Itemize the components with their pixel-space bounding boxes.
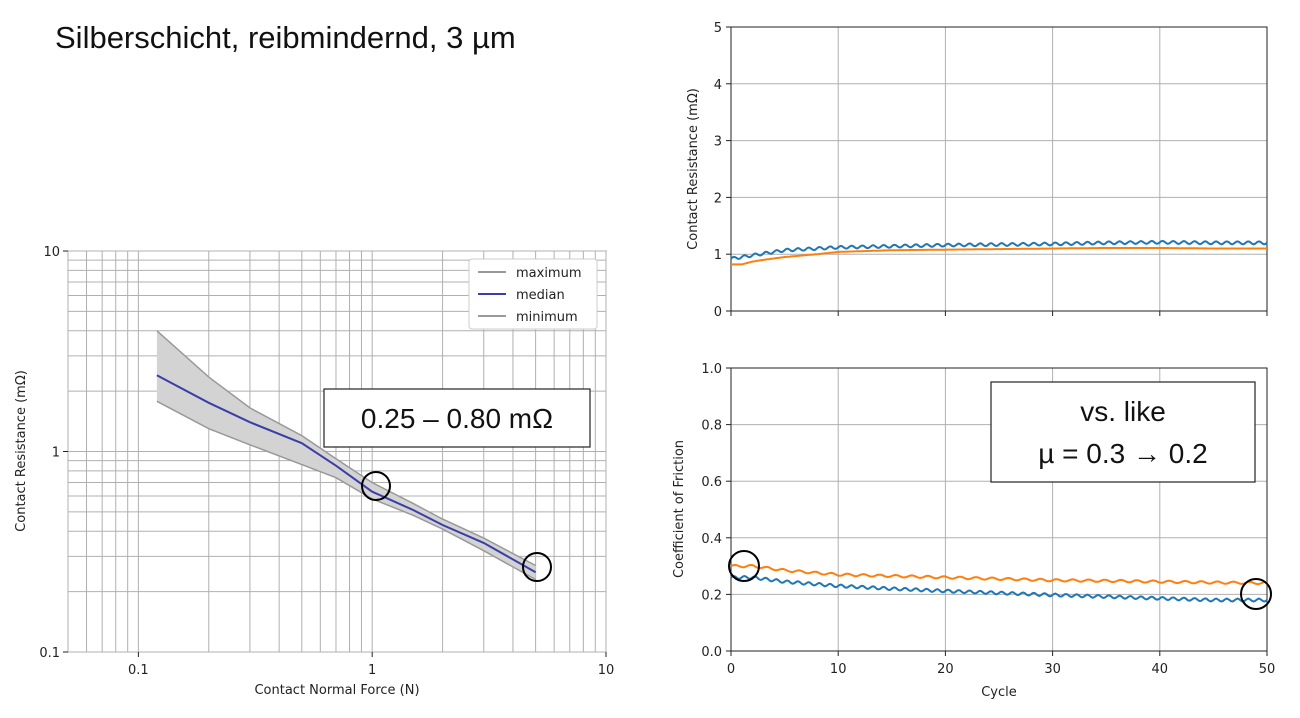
series-line-minimum xyxy=(156,400,536,581)
highlight-circle-1n xyxy=(361,471,391,501)
x-tick-label: 10 xyxy=(598,663,615,678)
series-line-maximum xyxy=(156,330,536,567)
y-tick-label: 1 xyxy=(52,446,60,461)
y-tick-label: 0 xyxy=(714,305,722,320)
y-tick-label: 0.0 xyxy=(701,645,722,660)
y-tick-label: 5 xyxy=(714,21,722,36)
x-tick-label: 40 xyxy=(1152,662,1169,677)
callout-box-right xyxy=(990,381,1256,483)
highlight-circle-end xyxy=(1240,578,1272,610)
x-tick-label: 0.1 xyxy=(128,663,149,678)
y-tick-label: 1.0 xyxy=(701,362,722,377)
chart-contact-resistance-vs-force: 0.1 1 10 0.1 1 10 Contact Normal Force (N) C… xyxy=(14,245,614,698)
y-tick-label: 10 xyxy=(43,245,60,260)
y-axis-label-left: Contact Resistance (mΩ) xyxy=(14,370,29,532)
series-line-orange-friction xyxy=(730,563,1268,586)
plot-frame-top-right xyxy=(730,26,1268,312)
y-tick-label: 0.4 xyxy=(701,532,722,547)
y-tick-labels-bottom-right: 0.0 0.2 0.4 0.6 0.8 1.0 xyxy=(701,362,731,660)
y-tick-label: 0.1 xyxy=(39,646,60,661)
x-tick-label: 20 xyxy=(937,662,954,677)
y-tick-label: 3 xyxy=(714,135,722,150)
y-tick-label: 0.6 xyxy=(701,475,722,490)
y-tick-label: 2 xyxy=(714,191,722,206)
grid-top-right xyxy=(730,26,1268,312)
y-tick-labels-left: 0.1 1 10 xyxy=(39,245,68,661)
x-tick-labels-bottom-right: 0 10 20 30 40 50 xyxy=(727,651,1275,677)
series-line-blue-friction xyxy=(730,574,1268,603)
x-tick-marks-top-right xyxy=(730,311,1268,316)
legend-label-median: median xyxy=(516,288,565,303)
series-line-orange-resistance xyxy=(731,247,1267,266)
legend-box xyxy=(468,258,598,330)
y-tick-label: 1 xyxy=(714,248,722,263)
y-tick-labels-top-right: 0 1 2 3 4 5 xyxy=(714,21,731,320)
y-axis-label-top-right: Contact Resistance (mΩ) xyxy=(686,88,701,250)
legend: maximum median minimum xyxy=(468,258,598,330)
callout-resistance-range: 0.25 – 0.80 mΩ xyxy=(323,388,591,448)
x-axis-label-bottom-right: Cycle xyxy=(981,685,1017,700)
callout-box-left xyxy=(323,388,591,448)
x-tick-label: 1 xyxy=(368,663,376,678)
x-tick-label: 10 xyxy=(830,662,847,677)
x-tick-label: 0 xyxy=(727,662,735,677)
min-max-band xyxy=(156,330,536,580)
series-line-median xyxy=(156,374,537,574)
x-tick-labels-left: 0.1 1 10 xyxy=(128,652,614,678)
y-axis-label-bottom-right: Coefficient of Friction xyxy=(672,440,687,578)
highlight-circle-start xyxy=(728,550,760,582)
x-tick-label: 30 xyxy=(1044,662,1061,677)
y-tick-label: 0.8 xyxy=(701,419,722,434)
chart-contact-resistance-vs-cycle: 0 1 2 3 4 5 Contact Resistance (mΩ) xyxy=(686,21,1268,320)
slide-title: Silberschicht, reibmindernd, 3 µm xyxy=(55,20,516,55)
x-axis-label-left: Contact Normal Force (N) xyxy=(254,683,419,698)
x-tick-label: 50 xyxy=(1259,662,1276,677)
callout-line-2: µ = 0.3 → 0.2 xyxy=(1038,438,1207,469)
highlight-circle-5n xyxy=(522,552,552,582)
callout-line-1: vs. like xyxy=(1080,396,1166,427)
legend-label-minimum: minimum xyxy=(516,310,578,325)
callout-text-left: 0.25 – 0.80 mΩ xyxy=(361,403,553,434)
chart-friction-vs-cycle: 0.0 0.2 0.4 0.6 0.8 1.0 0 10 20 30 40 50 Cycle Coe… xyxy=(672,362,1275,700)
plot-frame-bottom-right xyxy=(730,367,1268,652)
series-line-blue-resistance xyxy=(730,239,1268,260)
callout-friction: vs. like µ = 0.3 → 0.2 xyxy=(990,381,1256,483)
y-tick-label: 4 xyxy=(714,78,722,93)
y-tick-label: 0.2 xyxy=(701,588,722,603)
legend-label-maximum: maximum xyxy=(516,266,582,281)
